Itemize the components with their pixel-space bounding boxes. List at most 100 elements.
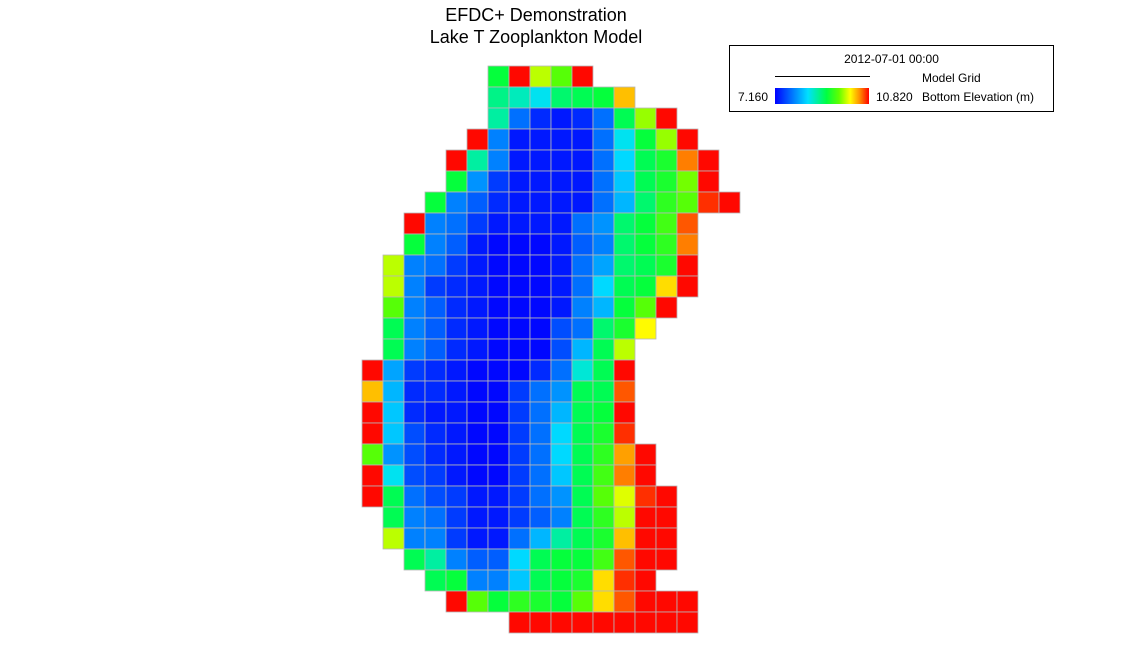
- grid-cell: [613, 170, 636, 193]
- grid-cell: [655, 191, 678, 214]
- grid-cell: [592, 611, 615, 634]
- grid-cell: [445, 548, 468, 571]
- grid-cell: [655, 128, 678, 151]
- grid-cell: [613, 191, 636, 214]
- grid-cell: [592, 317, 615, 340]
- grid-cell: [445, 338, 468, 361]
- grid-cell: [571, 233, 594, 256]
- grid-cell: [550, 443, 573, 466]
- grid-cell: [550, 338, 573, 361]
- grid-cell: [508, 506, 531, 529]
- grid-cell: [571, 380, 594, 403]
- grid-cell: [634, 569, 657, 592]
- chart-title: EFDC+ Demonstration: [445, 5, 627, 25]
- grid-cell: [487, 485, 510, 508]
- grid-cell: [361, 443, 384, 466]
- grid-cell: [634, 191, 657, 214]
- grid-cell: [571, 422, 594, 445]
- grid-cell: [445, 233, 468, 256]
- grid-cell: [613, 464, 636, 487]
- grid-cell: [550, 296, 573, 319]
- grid-cell: [529, 443, 552, 466]
- grid-cell: [634, 212, 657, 235]
- grid-cell: [613, 296, 636, 319]
- grid-cell: [508, 590, 531, 613]
- grid-cell: [445, 569, 468, 592]
- grid-cell: [550, 65, 573, 88]
- chart-subtitle: Lake T Zooplankton Model: [429, 27, 643, 47]
- grid-cell: [529, 254, 552, 277]
- grid-cell: [424, 191, 447, 214]
- grid-cell: [487, 65, 510, 88]
- grid-cell: [424, 569, 447, 592]
- legend-max-value: 10.820: [876, 90, 913, 104]
- grid-cell: [592, 380, 615, 403]
- grid-cell: [592, 422, 615, 445]
- grid-cell: [613, 611, 636, 634]
- grid-cell: [466, 590, 489, 613]
- grid-cell: [487, 233, 510, 256]
- grid-cell: [424, 212, 447, 235]
- grid-cell: [613, 485, 636, 508]
- grid-cell: [361, 485, 384, 508]
- grid-cell: [403, 254, 426, 277]
- grid-cell: [550, 86, 573, 109]
- grid-cell: [676, 191, 699, 214]
- grid-cell: [676, 149, 699, 172]
- grid-cell: [403, 275, 426, 298]
- grid-cell: [508, 569, 531, 592]
- grid-cell: [445, 296, 468, 319]
- grid-cell: [634, 107, 657, 130]
- grid-cell: [508, 191, 531, 214]
- grid-cell: [487, 212, 510, 235]
- grid-cell: [466, 485, 489, 508]
- grid-cell: [529, 569, 552, 592]
- grid-cell: [529, 401, 552, 424]
- grid-cell: [634, 506, 657, 529]
- grid-cell: [529, 212, 552, 235]
- grid-cell: [487, 464, 510, 487]
- grid-cell: [424, 254, 447, 277]
- grid-cell: [403, 317, 426, 340]
- grid-cell: [508, 86, 531, 109]
- grid-cell: [634, 233, 657, 256]
- grid-cell: [592, 569, 615, 592]
- grid-cell: [529, 506, 552, 529]
- grid-cell: [550, 359, 573, 382]
- grid-cell: [571, 464, 594, 487]
- grid-cell: [403, 233, 426, 256]
- grid-cell: [529, 422, 552, 445]
- grid-cell: [445, 401, 468, 424]
- grid-cell: [382, 464, 405, 487]
- grid-cell: [634, 590, 657, 613]
- grid-cell: [613, 107, 636, 130]
- grid-cell: [508, 443, 531, 466]
- grid-cell: [571, 611, 594, 634]
- grid-cell: [382, 275, 405, 298]
- grid-cell: [550, 107, 573, 130]
- grid-cell: [613, 380, 636, 403]
- grid-cell: [634, 149, 657, 172]
- grid-cell: [613, 212, 636, 235]
- grid-cell: [508, 485, 531, 508]
- grid-cell: [487, 149, 510, 172]
- grid-cell: [655, 212, 678, 235]
- grid-cell: [550, 590, 573, 613]
- grid-cell: [529, 359, 552, 382]
- grid-cell: [655, 611, 678, 634]
- grid-cell: [571, 506, 594, 529]
- grid-cell: [445, 275, 468, 298]
- grid-cell: [508, 611, 531, 634]
- grid-cell: [571, 275, 594, 298]
- grid-cell: [634, 170, 657, 193]
- grid-cell: [487, 254, 510, 277]
- grid-cell: [424, 548, 447, 571]
- grid-cell: [382, 380, 405, 403]
- grid-cell: [382, 359, 405, 382]
- grid-cell: [529, 296, 552, 319]
- grid-cell: [487, 359, 510, 382]
- grid-cell: [613, 86, 636, 109]
- grid-cell: [655, 107, 678, 130]
- grid-cell: [613, 548, 636, 571]
